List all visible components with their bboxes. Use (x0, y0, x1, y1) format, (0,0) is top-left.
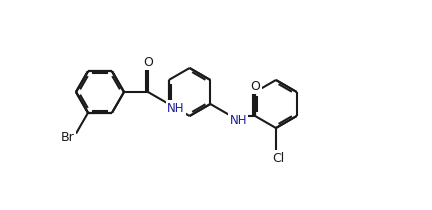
Text: O: O (250, 80, 260, 92)
Text: Cl: Cl (272, 151, 284, 164)
Text: Br: Br (61, 131, 75, 144)
Text: NH: NH (229, 113, 247, 126)
Text: O: O (143, 55, 153, 68)
Text: NH: NH (167, 101, 184, 114)
